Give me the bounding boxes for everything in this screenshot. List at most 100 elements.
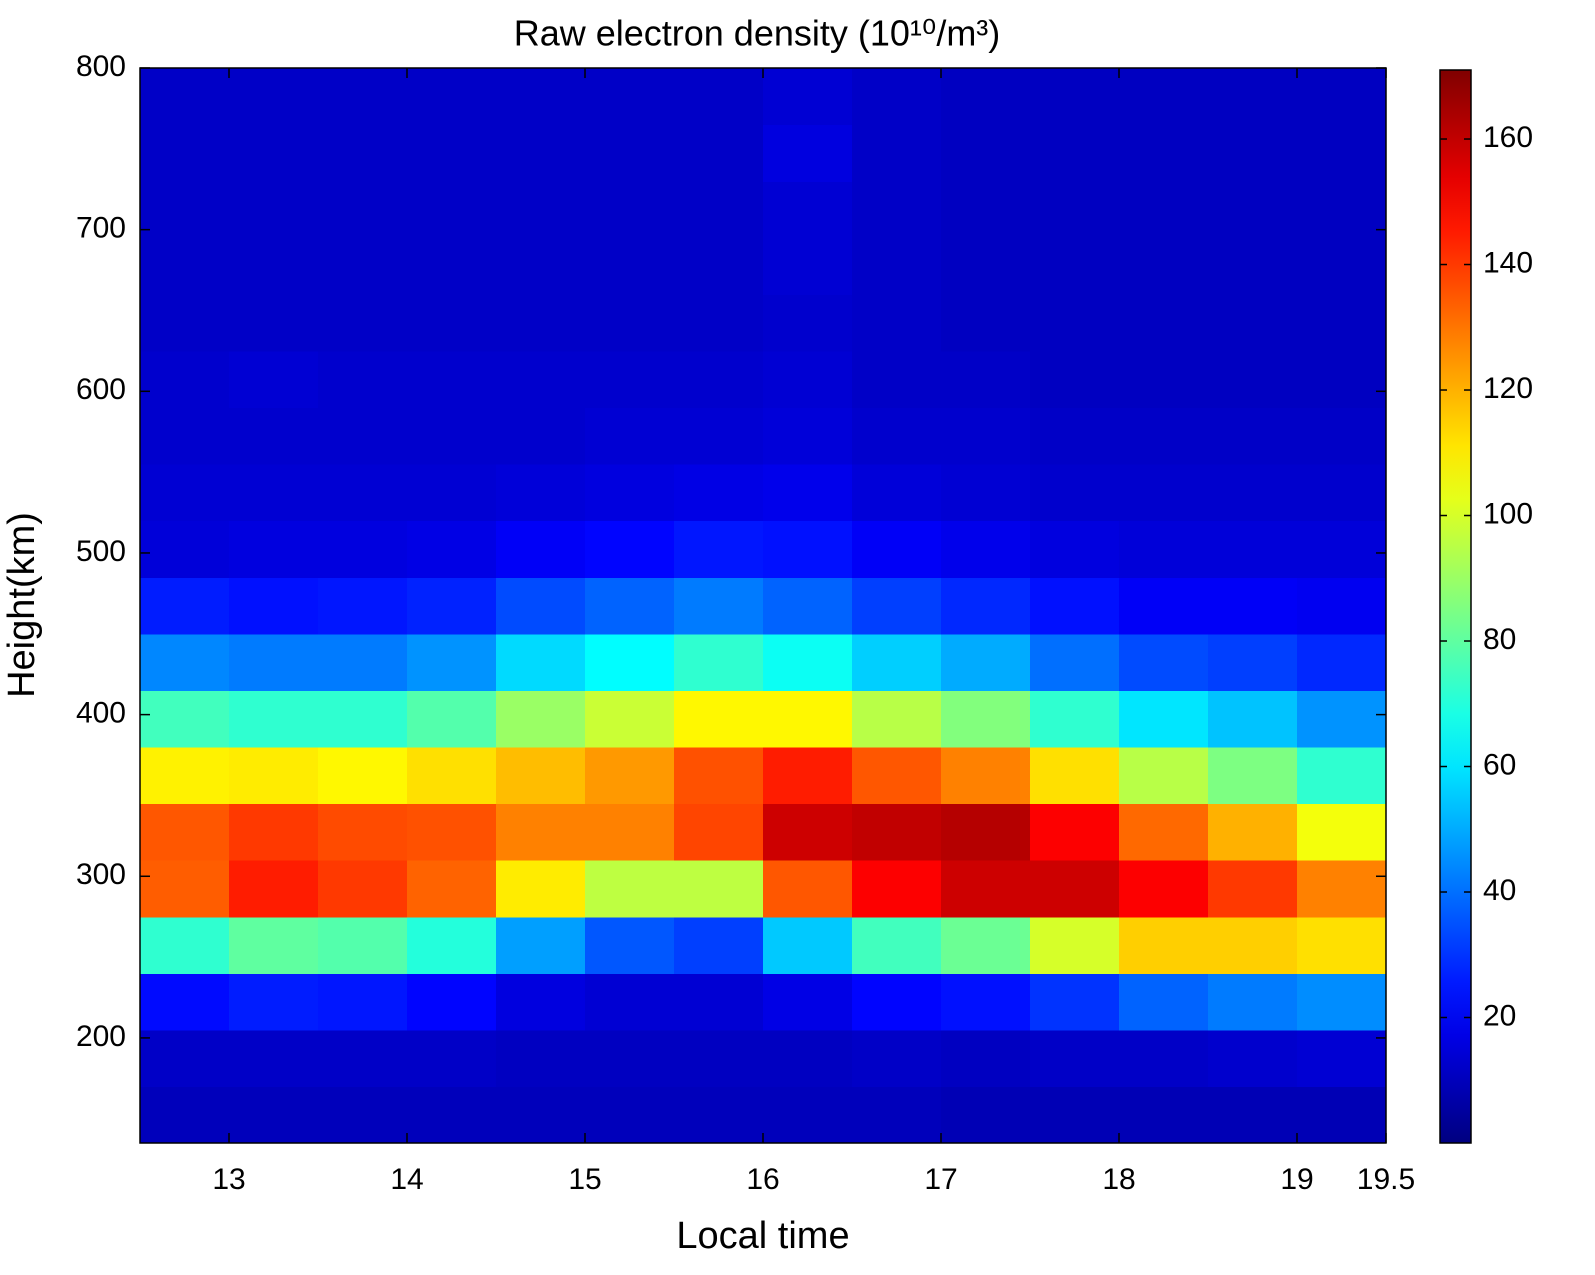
heatmap-cell: [763, 407, 853, 465]
heatmap-cell: [496, 577, 586, 635]
heatmap-cell: [496, 860, 586, 918]
heatmap-cell: [1030, 520, 1120, 578]
heatmap-cell: [1297, 577, 1387, 635]
heatmap-cell: [585, 690, 675, 748]
heatmap-cell: [1119, 690, 1209, 748]
heatmap-cell: [852, 577, 942, 635]
heatmap-cell: [585, 577, 675, 635]
heatmap-cell: [1208, 68, 1298, 126]
heatmap-cell: [407, 577, 497, 635]
heatmap-cell: [674, 973, 764, 1031]
heatmap-cell: [229, 68, 319, 126]
heatmap-cell: [941, 181, 1031, 239]
heatmap-cell: [140, 294, 230, 352]
heatmap-cell: [407, 407, 497, 465]
heatmap-cell: [585, 68, 675, 126]
heatmap-cell: [585, 294, 675, 352]
heatmap-cell: [763, 633, 853, 691]
heatmap-cell: [763, 350, 853, 409]
heatmap-cell: [1030, 577, 1120, 635]
x-tick-label: 17: [924, 1163, 957, 1196]
heatmap-cell: [496, 464, 586, 522]
heatmap-cell: [1208, 1029, 1298, 1088]
chart-title: Raw electron density (10¹⁰/m³): [514, 13, 1001, 54]
heatmap-cell: [229, 407, 319, 465]
heatmap-cell: [496, 68, 586, 126]
heatmap-cell: [318, 464, 408, 522]
heatmap-cell: [585, 633, 675, 691]
heatmap-cell: [852, 973, 942, 1031]
heatmap-cell: [941, 746, 1031, 805]
heatmap-cell: [318, 124, 408, 182]
heatmap-cell: [318, 803, 408, 861]
heatmap-cell: [1208, 633, 1298, 691]
heatmap-cell: [1119, 237, 1209, 295]
heatmap-cell: [852, 407, 942, 465]
heatmap-cell: [1208, 1086, 1298, 1144]
heatmap-cell: [1030, 294, 1120, 352]
heatmap-cell: [674, 181, 764, 239]
heatmap-cell: [140, 577, 230, 635]
heatmap-cell: [1030, 916, 1120, 974]
heatmap-cell: [140, 690, 230, 748]
heatmap-cell: [407, 973, 497, 1031]
heatmap-cell: [229, 803, 319, 861]
heatmap-cell: [1208, 690, 1298, 748]
y-tick-label: 300: [76, 858, 126, 891]
heatmap-cell: [1297, 237, 1387, 295]
heatmap-cell: [229, 181, 319, 239]
heatmap-cell: [941, 633, 1031, 691]
heatmap-cell: [941, 68, 1031, 126]
heatmap-cell: [496, 803, 586, 861]
x-tick-label: 13: [212, 1163, 245, 1196]
heatmap-cell: [941, 1086, 1031, 1144]
heatmap-cell: [585, 1029, 675, 1088]
heatmap-cell: [496, 181, 586, 239]
heatmap-cell: [852, 1086, 942, 1144]
heatmap-cell: [674, 294, 764, 352]
heatmap-cell: [1119, 916, 1209, 974]
heatmap-cell: [674, 803, 764, 861]
heatmap-cell: [763, 294, 853, 352]
heatmap-cell: [229, 237, 319, 295]
heatmap-cell: [1297, 407, 1387, 465]
y-tick-label: 800: [76, 50, 126, 83]
heatmap-cell: [852, 237, 942, 295]
heatmap-cell: [852, 181, 942, 239]
heatmap-cell: [1208, 294, 1298, 352]
heatmap-cell: [1119, 860, 1209, 918]
heatmap-cell: [763, 1086, 853, 1144]
colorbar-tick-label: 60: [1483, 748, 1516, 781]
heatmap-cell: [496, 746, 586, 805]
heatmap-cell: [496, 294, 586, 352]
heatmap-cell: [763, 520, 853, 578]
heatmap-cell: [229, 1086, 319, 1144]
heatmap-cell: [140, 746, 230, 805]
heatmap-cell: [229, 690, 319, 748]
heatmap-cell: [941, 690, 1031, 748]
heatmap-cell: [407, 1029, 497, 1088]
heatmap-cell: [1119, 633, 1209, 691]
heatmap-cell: [1297, 803, 1387, 861]
heatmap-cell: [1030, 350, 1120, 409]
heatmap-cell: [318, 690, 408, 748]
heatmap-cell: [1297, 633, 1387, 691]
heatmap-cell: [852, 746, 942, 805]
heatmap-cell: [496, 633, 586, 691]
y-tick-label: 200: [76, 1020, 126, 1053]
x-tick-label: 15: [568, 1163, 601, 1196]
heatmap-cell: [1030, 237, 1120, 295]
heatmap-cell: [318, 746, 408, 805]
heatmap-cell: [941, 464, 1031, 522]
colorbar-tick-label: 100: [1483, 497, 1533, 530]
heatmap-cell: [1297, 746, 1387, 805]
heatmap-cell: [1119, 520, 1209, 578]
heatmap-cell: [140, 407, 230, 465]
heatmap-cell: [1030, 407, 1120, 465]
heatmap-cell: [1030, 124, 1120, 182]
heatmap-cell: [585, 916, 675, 974]
heatmap-cell: [674, 1086, 764, 1144]
heatmap-cell: [1208, 973, 1298, 1031]
heatmap-cell: [674, 860, 764, 918]
heatmap-cell: [763, 860, 853, 918]
